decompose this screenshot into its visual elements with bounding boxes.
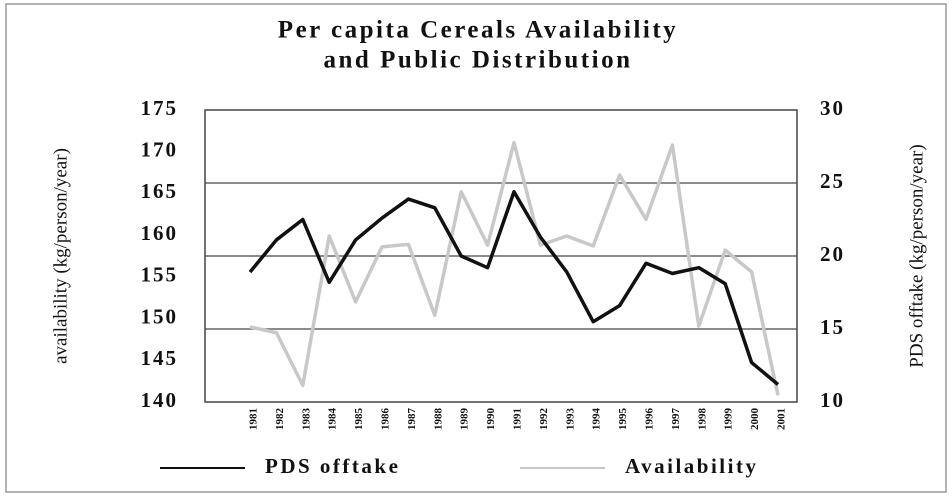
legend-label: Availability: [625, 454, 758, 478]
x-tick-label: 1983: [300, 408, 312, 431]
y-tick-label: 150: [141, 304, 179, 328]
y2-tick-label: 20: [820, 242, 845, 266]
x-tick-label: 1982: [274, 408, 286, 431]
y-axis-label: availability (kg/person/year): [50, 148, 71, 364]
chart-title: and Public Distribution: [324, 47, 633, 74]
y2-axis-label: PDS offtake (kg/person/year): [906, 144, 927, 367]
x-tick-label: 1990: [485, 408, 497, 431]
chart-title: Per capita Cereals Availability: [278, 17, 678, 44]
legend-label: PDS offtake: [265, 454, 400, 478]
frame: [5, 3, 947, 493]
y-tick-label: 140: [141, 388, 179, 412]
y-tick-label: 175: [141, 96, 179, 120]
y2-tick-label: 25: [820, 169, 845, 193]
x-tick-label: 1992: [538, 408, 550, 431]
x-tick-label: 1997: [670, 408, 682, 431]
x-tick-label: 1989: [459, 408, 471, 431]
x-tick-label: 1996: [644, 408, 656, 431]
y2-tick-label: 10: [820, 388, 845, 412]
x-tick-label: 2001: [776, 408, 788, 430]
x-tick-label: 1995: [617, 408, 629, 431]
y2-tick-label: 15: [820, 315, 845, 339]
x-tick-label: 1984: [327, 408, 339, 431]
x-tick-label: 1985: [353, 408, 365, 431]
plot-area: [204, 109, 798, 403]
x-tick-label: 1998: [696, 408, 708, 431]
y-tick-label: 165: [141, 179, 179, 203]
series-line: [248, 190, 780, 386]
x-tick-label: 2000: [749, 408, 761, 431]
x-tick-label: 1991: [512, 408, 524, 430]
y-tick-label: 160: [141, 221, 179, 245]
y2-tick-label: 30: [820, 96, 845, 120]
series-line: [249, 140, 780, 396]
x-tick-label: 1981: [248, 408, 260, 430]
x-tick-label: 1994: [591, 408, 603, 431]
y-tick-label: 145: [141, 346, 179, 370]
y-tick-label: 155: [141, 263, 179, 287]
x-tick-label: 1999: [723, 408, 735, 431]
y-tick-label: 170: [141, 138, 179, 162]
x-tick-label: 1988: [432, 408, 444, 431]
x-tick-label: 1986: [380, 408, 392, 431]
x-tick-label: 1987: [406, 408, 418, 431]
x-tick-label: 1993: [564, 408, 576, 431]
